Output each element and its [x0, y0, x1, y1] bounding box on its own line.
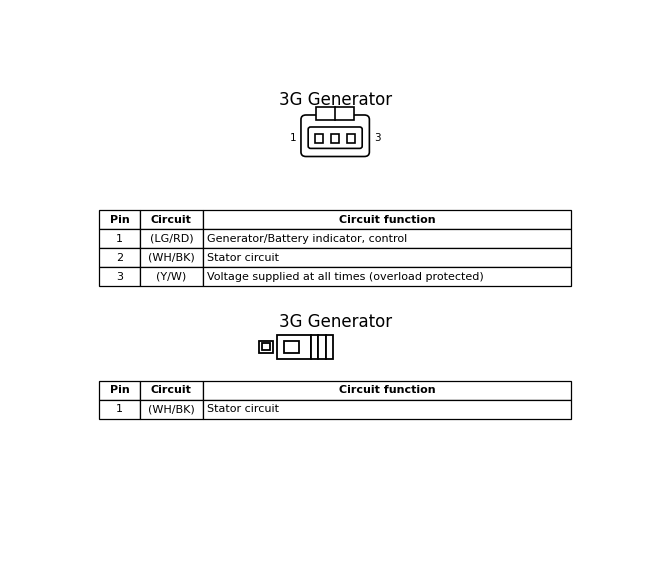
Bar — [317, 107, 354, 120]
Bar — [99, 229, 139, 248]
Bar — [262, 343, 270, 350]
Text: Generator/Battery indicator, control: Generator/Battery indicator, control — [207, 234, 407, 244]
Bar — [331, 134, 339, 142]
Text: 3G Generator: 3G Generator — [279, 313, 392, 331]
Bar — [139, 229, 203, 248]
Bar — [99, 210, 139, 229]
Bar — [139, 400, 203, 418]
Bar — [326, 335, 333, 359]
Bar — [277, 335, 311, 359]
FancyBboxPatch shape — [308, 127, 362, 148]
Text: Stator circuit: Stator circuit — [207, 253, 279, 263]
Bar — [203, 267, 571, 286]
FancyBboxPatch shape — [301, 115, 370, 156]
Text: 1: 1 — [290, 132, 297, 143]
Text: 3G Generator: 3G Generator — [279, 91, 392, 108]
Text: (WH/BK): (WH/BK) — [148, 253, 195, 263]
Bar — [139, 210, 203, 229]
Bar — [311, 335, 318, 359]
Bar — [347, 134, 356, 142]
Bar — [139, 381, 203, 400]
Bar — [139, 248, 203, 267]
Text: 1: 1 — [116, 404, 123, 414]
Bar — [139, 267, 203, 286]
Text: 3: 3 — [116, 271, 123, 281]
Bar — [203, 248, 571, 267]
Bar — [99, 381, 139, 400]
Text: Stator circuit: Stator circuit — [207, 404, 279, 414]
Text: Voltage supplied at all times (overload protected): Voltage supplied at all times (overload … — [207, 271, 484, 281]
Text: Circuit function: Circuit function — [339, 385, 436, 395]
Text: Pin: Pin — [110, 385, 129, 395]
Text: 3: 3 — [373, 132, 381, 143]
Bar — [259, 340, 273, 353]
Text: Circuit: Circuit — [151, 214, 192, 224]
Text: (LG/RD): (LG/RD) — [150, 234, 193, 244]
Text: Circuit function: Circuit function — [339, 214, 436, 224]
Bar — [203, 400, 571, 418]
Bar — [203, 229, 571, 248]
Bar — [315, 134, 323, 142]
Text: Pin: Pin — [110, 214, 129, 224]
Bar — [99, 248, 139, 267]
Bar — [99, 400, 139, 418]
Bar — [203, 381, 571, 400]
Bar — [203, 210, 571, 229]
Bar — [318, 335, 326, 359]
Text: Circuit: Circuit — [151, 385, 192, 395]
Bar — [99, 267, 139, 286]
Text: 1: 1 — [116, 234, 123, 244]
Text: (Y/W): (Y/W) — [156, 271, 186, 281]
Bar — [284, 341, 300, 353]
Text: (WH/BK): (WH/BK) — [148, 404, 195, 414]
Text: 2: 2 — [116, 253, 123, 263]
